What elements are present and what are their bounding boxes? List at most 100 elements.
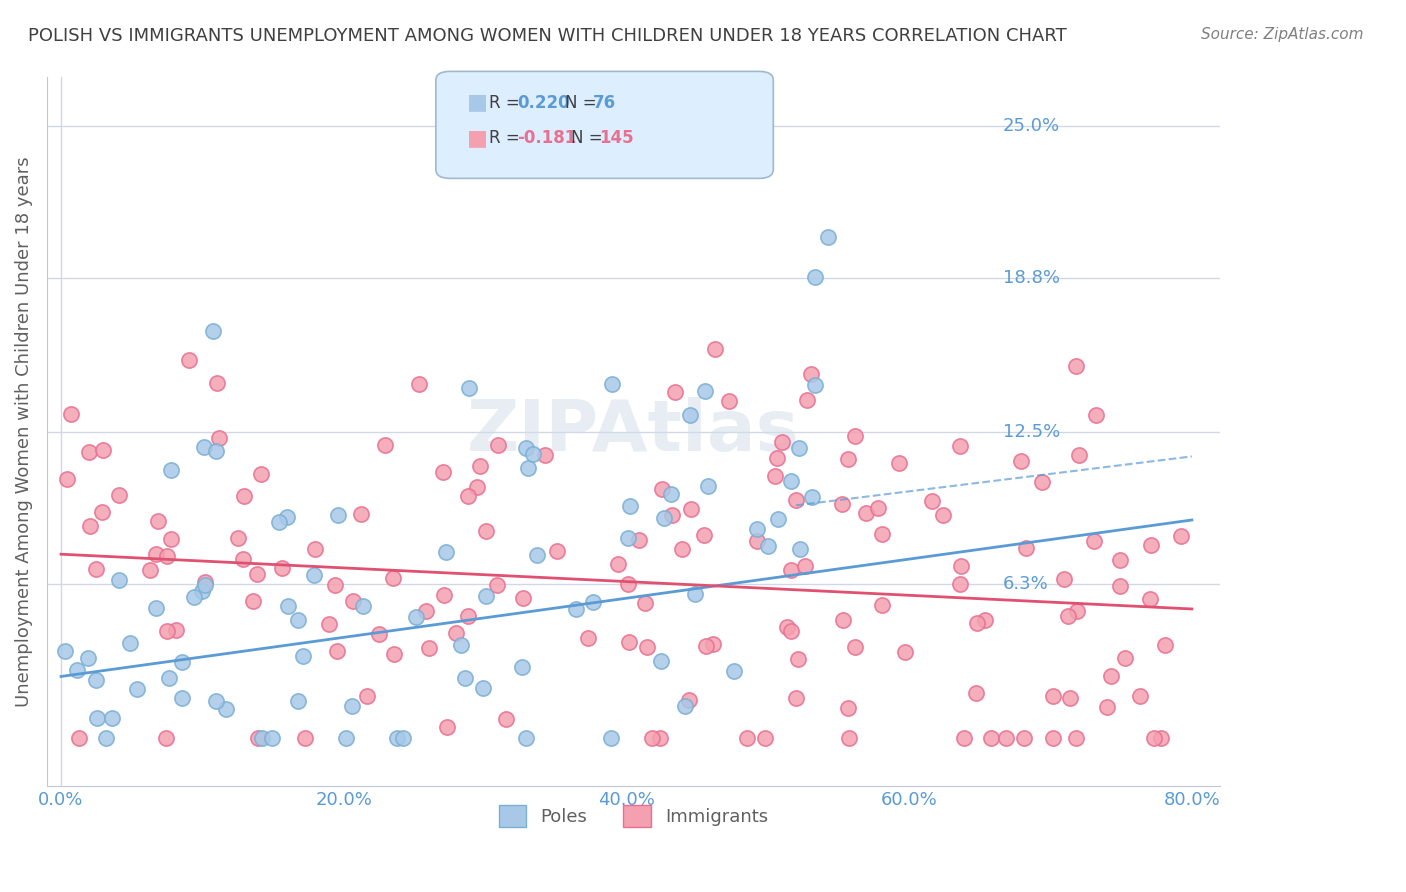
Text: R =: R = bbox=[489, 94, 526, 112]
Text: 18.8%: 18.8% bbox=[1002, 268, 1060, 287]
Point bbox=[565, 601, 588, 615]
Point bbox=[165, 623, 187, 637]
Point bbox=[702, 637, 724, 651]
Point bbox=[277, 599, 299, 613]
Point bbox=[328, 508, 350, 522]
Point bbox=[486, 438, 509, 452]
Y-axis label: Unemployment Among Women with Children Under 18 years: Unemployment Among Women with Children U… bbox=[15, 157, 32, 707]
Point bbox=[474, 524, 496, 539]
Point bbox=[619, 499, 641, 513]
Text: 25.0%: 25.0% bbox=[1002, 118, 1060, 136]
Text: ■: ■ bbox=[467, 93, 488, 112]
Point bbox=[67, 731, 90, 745]
Point bbox=[789, 541, 811, 556]
Point bbox=[84, 562, 107, 576]
Point bbox=[436, 720, 458, 734]
Point bbox=[485, 578, 508, 592]
Point bbox=[949, 559, 972, 574]
Point bbox=[1059, 690, 1081, 705]
Point bbox=[974, 613, 997, 627]
Point bbox=[1053, 572, 1076, 586]
Point bbox=[471, 681, 494, 695]
Point bbox=[837, 701, 859, 715]
Point bbox=[77, 444, 100, 458]
Text: 0.220: 0.220 bbox=[517, 94, 569, 112]
Point bbox=[270, 561, 292, 575]
Point bbox=[870, 527, 893, 541]
Point bbox=[468, 458, 491, 473]
Point bbox=[444, 625, 467, 640]
Point bbox=[870, 598, 893, 612]
Point bbox=[837, 452, 859, 467]
Point bbox=[756, 539, 779, 553]
Point bbox=[582, 595, 605, 609]
Text: ZIPAtlas: ZIPAtlas bbox=[467, 398, 800, 467]
Point bbox=[617, 531, 640, 545]
Text: N =: N = bbox=[571, 129, 607, 147]
Point bbox=[1012, 731, 1035, 745]
Point bbox=[754, 731, 776, 745]
Point bbox=[844, 640, 866, 654]
Text: N =: N = bbox=[565, 94, 602, 112]
Point bbox=[1143, 731, 1166, 745]
Point bbox=[450, 638, 472, 652]
Point bbox=[763, 468, 786, 483]
Point bbox=[100, 711, 122, 725]
Point bbox=[139, 563, 162, 577]
Point bbox=[204, 694, 226, 708]
Text: 12.5%: 12.5% bbox=[1002, 423, 1060, 441]
Point bbox=[432, 466, 454, 480]
Point bbox=[159, 671, 181, 685]
Point bbox=[628, 533, 651, 547]
Point bbox=[276, 509, 298, 524]
Text: -0.181: -0.181 bbox=[517, 129, 576, 147]
Point bbox=[53, 644, 76, 658]
Point bbox=[619, 635, 641, 649]
Point bbox=[269, 515, 291, 529]
Point bbox=[776, 620, 799, 634]
Point bbox=[155, 731, 177, 745]
Point bbox=[1083, 533, 1105, 548]
Point bbox=[695, 384, 717, 398]
Point bbox=[1066, 604, 1088, 618]
Point bbox=[648, 731, 671, 745]
Point bbox=[292, 648, 315, 663]
Point bbox=[678, 409, 700, 423]
Point bbox=[287, 613, 309, 627]
Point bbox=[932, 508, 955, 523]
Text: 76: 76 bbox=[593, 94, 616, 112]
Point bbox=[156, 549, 179, 563]
Point bbox=[650, 654, 672, 668]
Point bbox=[66, 663, 89, 677]
Point bbox=[205, 376, 228, 391]
Point bbox=[382, 647, 405, 661]
Point bbox=[242, 594, 264, 608]
Point bbox=[323, 577, 346, 591]
Point bbox=[704, 342, 727, 356]
Point bbox=[804, 270, 827, 285]
Point bbox=[766, 512, 789, 526]
Point bbox=[745, 522, 768, 536]
Point bbox=[55, 472, 77, 486]
Point bbox=[855, 506, 877, 520]
Point bbox=[634, 596, 657, 610]
Point bbox=[787, 651, 810, 665]
Point bbox=[382, 571, 405, 585]
Point bbox=[1056, 609, 1078, 624]
Point bbox=[108, 488, 131, 502]
Point bbox=[232, 552, 254, 566]
Point bbox=[1139, 538, 1161, 552]
Point bbox=[693, 527, 716, 541]
Point bbox=[172, 655, 194, 669]
Point bbox=[517, 461, 540, 475]
Point bbox=[1108, 553, 1130, 567]
Point bbox=[1084, 409, 1107, 423]
Point bbox=[697, 478, 720, 492]
Point bbox=[661, 487, 683, 501]
Point bbox=[636, 640, 658, 655]
Point bbox=[887, 456, 910, 470]
Point bbox=[294, 731, 316, 745]
Point bbox=[226, 531, 249, 545]
Point bbox=[159, 463, 181, 477]
Point bbox=[91, 442, 114, 457]
